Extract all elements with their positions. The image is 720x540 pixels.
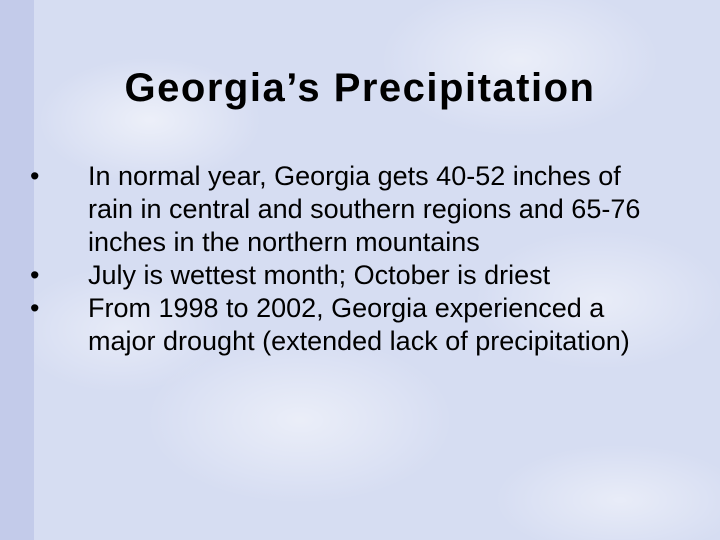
bullet-item: From 1998 to 2002, Georgia experienced a…: [30, 292, 658, 358]
bullet-item: In normal year, Georgia gets 40-52 inche…: [30, 160, 658, 259]
bullet-list: In normal year, Georgia gets 40-52 inche…: [30, 160, 658, 358]
side-strip: [0, 0, 34, 540]
bullet-item: July is wettest month; October is driest: [30, 259, 658, 292]
slide-title: Georgia’s Precipitation: [124, 66, 596, 110]
